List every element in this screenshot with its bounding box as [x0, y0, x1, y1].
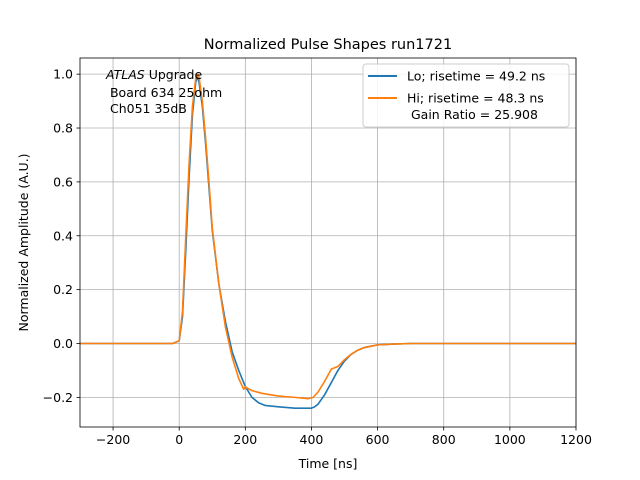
- legend-box: [362, 63, 570, 128]
- plot-frame: [79, 57, 577, 428]
- y-tick-label: 0.2: [53, 282, 73, 297]
- series-lines: [80, 73, 576, 409]
- x-tick-label: −200: [96, 432, 130, 447]
- x-tick-label: 600: [366, 432, 390, 447]
- x-axis-label: Time [ns]: [298, 456, 358, 471]
- x-tick-label: 1200: [560, 432, 592, 447]
- x-tick-label: 1000: [494, 432, 526, 447]
- annotation-upgrade: Upgrade: [145, 67, 203, 82]
- x-tick-label: 0: [175, 432, 183, 447]
- x-tick-label: 800: [432, 432, 456, 447]
- axis-ticks: −200 0 200 400 600 800 1000 1200 −0.2 0.0 0.2 0.4 0.…: [43, 67, 592, 447]
- chart-title: Normalized Pulse Shapes run1721: [204, 37, 452, 53]
- y-tick-label: 0.4: [53, 228, 73, 243]
- legend-label-lo: Lo; risetime = 49.2 ns: [407, 69, 545, 84]
- annotation-atlas: ATLAS: [105, 67, 145, 82]
- svg-text:ATLAS Upgrade: ATLAS Upgrade: [105, 67, 202, 82]
- legend: Lo; risetime = 49.2 ns Hi; risetime = 48…: [362, 63, 570, 128]
- y-axis-label: Normalized Amplitude (A.U.): [16, 153, 31, 331]
- y-tick-label: 1.0: [53, 67, 73, 82]
- legend-label-gain-ratio: Gain Ratio = 25.908: [407, 107, 538, 122]
- annotation-channel: Ch051 35dB: [106, 101, 187, 116]
- y-tick-label: 0.0: [53, 336, 73, 351]
- atlas-annotation: ATLAS Upgrade Board 634 25ohm Ch051 35dB: [105, 67, 222, 116]
- y-tick-label: −0.2: [43, 390, 73, 405]
- x-tick-label: 400: [300, 432, 324, 447]
- legend-label-hi: Hi; risetime = 48.3 ns: [407, 91, 544, 106]
- y-tick-label: 0.8: [53, 121, 73, 136]
- annotation-board: Board 634 25ohm: [106, 85, 222, 100]
- x-tick-label: 200: [233, 432, 257, 447]
- series-line-hi: [80, 73, 576, 400]
- y-tick-label: 0.6: [53, 174, 73, 189]
